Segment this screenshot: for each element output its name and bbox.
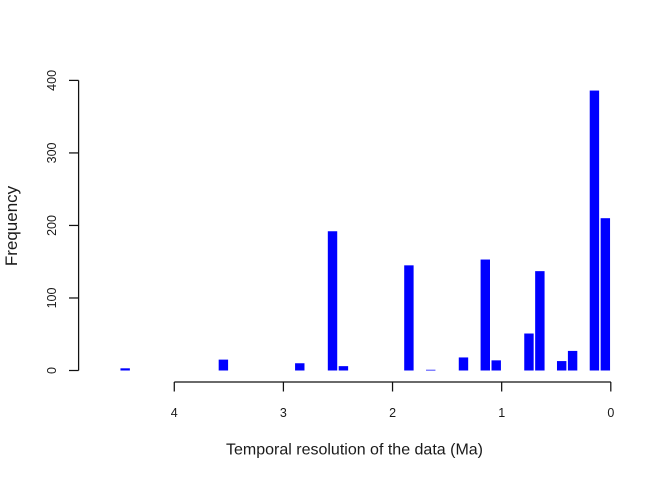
svg-text:1: 1 bbox=[498, 406, 505, 420]
svg-text:200: 200 bbox=[45, 215, 59, 236]
svg-text:2: 2 bbox=[389, 406, 396, 420]
svg-text:300: 300 bbox=[45, 142, 59, 163]
svg-text:Temporal resolution of the dat: Temporal resolution of the data (Ma) bbox=[226, 442, 483, 459]
svg-text:0: 0 bbox=[45, 367, 59, 374]
svg-text:Frequency: Frequency bbox=[2, 185, 21, 266]
svg-text:100: 100 bbox=[45, 288, 59, 309]
svg-text:3: 3 bbox=[280, 406, 287, 420]
svg-text:0: 0 bbox=[607, 406, 614, 420]
svg-text:400: 400 bbox=[45, 70, 59, 91]
svg-text:4: 4 bbox=[171, 406, 178, 420]
